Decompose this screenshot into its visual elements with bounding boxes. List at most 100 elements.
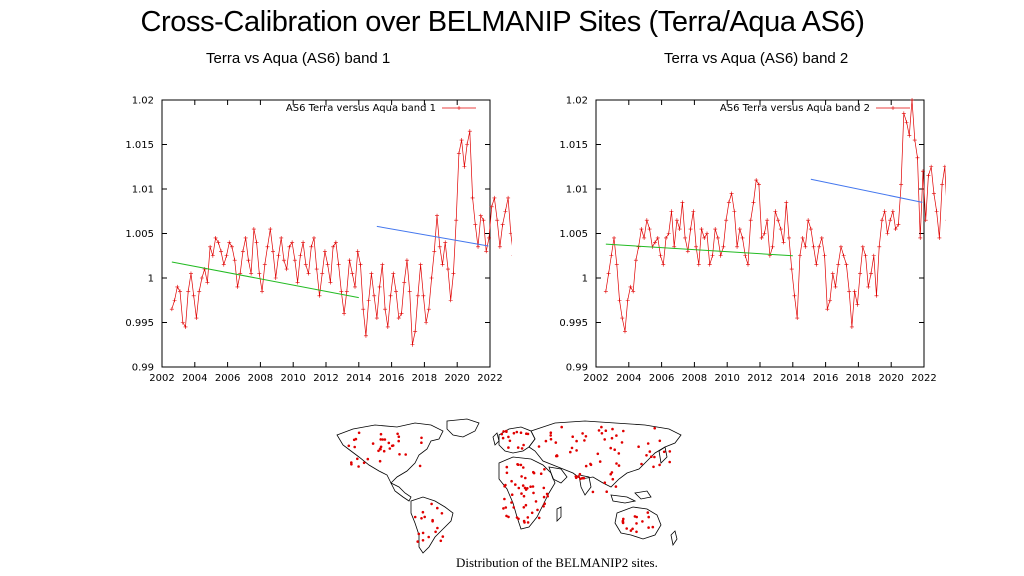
data-point <box>838 244 843 249</box>
trend-line <box>376 225 489 247</box>
data-point <box>402 280 407 285</box>
site-marker <box>569 450 572 454</box>
site-marker <box>398 453 401 456</box>
site-marker <box>404 453 407 456</box>
data-point <box>677 227 682 232</box>
data-point <box>833 284 838 289</box>
data-point <box>314 267 319 272</box>
data-point <box>606 271 611 276</box>
data-point <box>797 253 802 258</box>
y-tick-label: 1.015 <box>559 140 588 151</box>
data-point <box>413 329 418 334</box>
data-point <box>942 164 946 169</box>
site-marker <box>536 508 539 512</box>
data-point <box>322 249 327 254</box>
site-marker <box>421 510 425 514</box>
data-point <box>803 244 808 249</box>
data-point <box>694 244 699 249</box>
site-marker <box>575 449 578 452</box>
data-point <box>628 284 633 289</box>
data-point <box>454 218 459 223</box>
data-point <box>836 262 841 267</box>
data-point <box>828 298 833 303</box>
data-point <box>232 258 237 263</box>
y-tick-label: 0.99 <box>566 363 588 374</box>
data-point <box>877 244 882 249</box>
x-tick-label: 2014 <box>346 373 371 384</box>
site-marker <box>420 441 423 444</box>
site-marker <box>377 449 380 453</box>
site-marker <box>625 527 628 530</box>
data-point <box>448 298 453 303</box>
site-marker <box>391 444 395 447</box>
data-point <box>642 235 647 240</box>
site-marker <box>508 439 512 443</box>
data-point <box>931 191 936 196</box>
site-marker <box>503 485 506 488</box>
data-point <box>822 253 827 258</box>
data-point <box>781 240 786 245</box>
site-marker <box>645 454 648 457</box>
data-point <box>740 235 745 240</box>
data-point <box>814 262 819 267</box>
site-marker <box>631 527 634 531</box>
site-marker <box>526 521 530 524</box>
site-marker <box>520 492 523 495</box>
data-point <box>355 249 360 254</box>
data-point <box>879 218 884 223</box>
data-point <box>762 231 767 236</box>
data-point <box>424 320 429 325</box>
site-marker <box>571 435 574 438</box>
y-tick-label: 1.015 <box>125 140 154 151</box>
data-point <box>385 324 390 329</box>
site-marker <box>379 445 383 449</box>
y-tick-label: 1.005 <box>559 229 588 240</box>
data-point <box>497 244 502 249</box>
site-marker <box>537 445 541 448</box>
site-marker <box>605 490 608 493</box>
data-point <box>500 222 505 227</box>
data-point <box>270 249 275 254</box>
data-point <box>636 244 641 249</box>
data-point <box>339 289 344 294</box>
x-tick-label: 2006 <box>215 373 240 384</box>
site-marker <box>549 434 552 437</box>
site-marker <box>549 431 553 434</box>
site-marker <box>396 432 399 436</box>
data-point <box>934 209 939 214</box>
data-point <box>819 235 824 240</box>
data-point <box>418 262 423 267</box>
site-marker <box>544 439 548 443</box>
site-marker <box>350 463 353 466</box>
data-point <box>653 240 658 245</box>
data-point <box>273 276 278 280</box>
data-point <box>890 209 895 214</box>
x-tick-label: 2012 <box>747 373 772 384</box>
site-marker <box>371 442 375 445</box>
y-tick-label: 1.005 <box>125 229 154 240</box>
site-marker <box>510 493 514 496</box>
data-point <box>633 258 638 263</box>
data-point <box>331 244 336 249</box>
data-point <box>320 271 325 276</box>
legend-label: AS6 Terra versus Aqua band 1 <box>286 103 436 114</box>
site-marker <box>507 446 510 449</box>
site-marker <box>589 462 592 466</box>
data-point <box>929 164 934 169</box>
data-point <box>481 218 486 223</box>
site-marker <box>641 520 644 523</box>
data-point <box>169 307 174 312</box>
data-point <box>467 129 472 134</box>
site-marker <box>542 505 545 508</box>
data-point <box>279 235 284 240</box>
data-point <box>639 227 644 232</box>
site-marker <box>668 460 671 464</box>
site-marker <box>436 526 439 530</box>
data-point <box>817 244 822 249</box>
data-point <box>213 235 218 240</box>
site-marker <box>512 506 515 509</box>
data-point <box>303 262 308 267</box>
data-point <box>625 298 630 303</box>
data-point <box>830 271 835 276</box>
data-point <box>685 249 690 254</box>
